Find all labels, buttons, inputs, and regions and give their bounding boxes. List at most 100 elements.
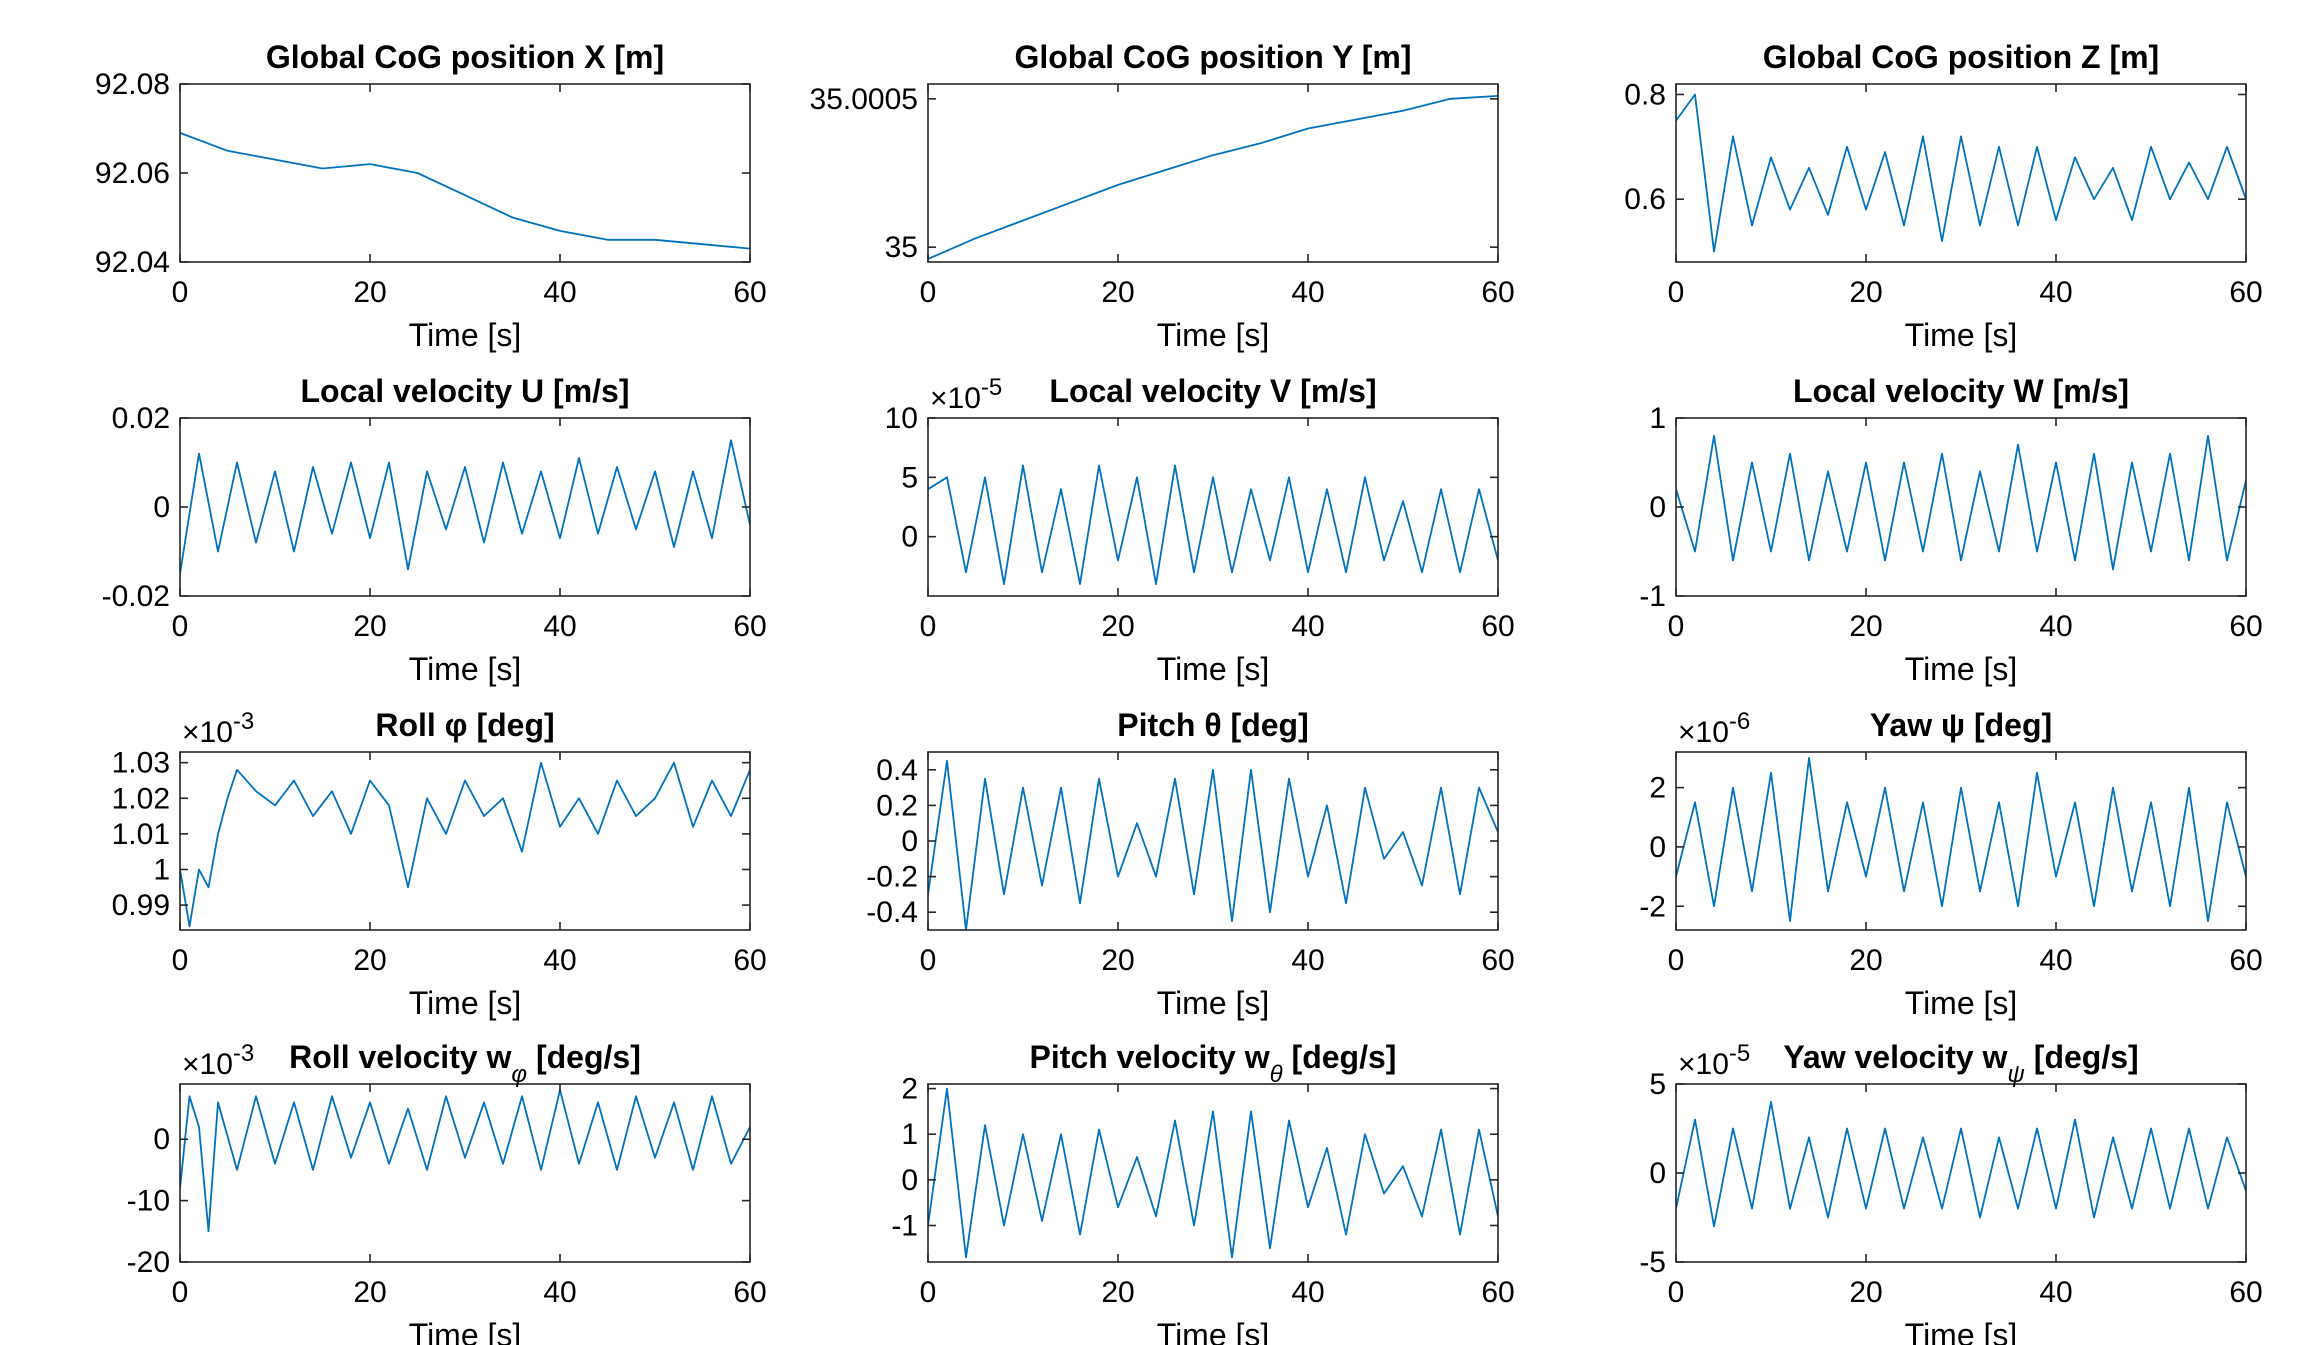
x-tick-label: 0 (172, 276, 189, 309)
chart-title: Roll φ [deg] (375, 707, 554, 743)
x-tick-label: 60 (2229, 610, 2262, 643)
chart-title: Global CoG position Y [m] (1014, 39, 1411, 75)
y-tick-label: 0 (1649, 1157, 1666, 1190)
y-tick-label: 1 (901, 1118, 918, 1151)
chart-title: Yaw velocity wψ [deg/s] (1783, 1039, 2138, 1088)
x-axis-label: Time [s] (1905, 1317, 2018, 1345)
x-axis-label: Time [s] (409, 651, 522, 687)
series-line (928, 95, 1498, 260)
y-tick-label: 1.03 (112, 747, 170, 780)
x-tick-label: 60 (733, 276, 766, 309)
x-tick-label: 60 (1481, 610, 1514, 643)
x-axis-label: Time [s] (409, 1317, 522, 1345)
x-tick-label: 20 (1101, 276, 1134, 309)
y-tick-label: 0 (901, 1164, 918, 1197)
series-line (928, 1087, 1498, 1259)
x-tick-label: 40 (543, 610, 576, 643)
y-tick-label: 0 (1649, 491, 1666, 524)
chart-title: Local velocity V [m/s] (1049, 373, 1376, 409)
chart-panel-11: 0 20 40 60 -1 0 1 2 Time [s] Pitch velocity wθ [d… (891, 1039, 1514, 1345)
plot-area (927, 83, 1499, 263)
x-tick-label: 40 (2039, 944, 2072, 977)
chart-title: Pitch velocity wθ [deg/s] (1030, 1039, 1397, 1088)
chart-title: Local velocity U [m/s] (301, 373, 630, 409)
x-axis-label: Time [s] (409, 317, 522, 353)
y-tick-label: 0.99 (112, 889, 170, 922)
y-tick-label: -0.2 (866, 861, 918, 894)
chart-title: Local velocity W [m/s] (1793, 373, 2129, 409)
axis-multiplier: ×10-6 (1678, 708, 1750, 750)
x-axis-label: Time [s] (409, 985, 522, 1021)
series-line (1676, 757, 2246, 922)
x-tick-label: 20 (1849, 276, 1882, 309)
x-tick-label: 20 (353, 610, 386, 643)
x-tick-label: 0 (1668, 610, 1685, 643)
y-tick-label: 0 (153, 491, 170, 524)
y-tick-label: 0.4 (876, 754, 918, 787)
x-axis-label: Time [s] (1905, 317, 2018, 353)
plot-area (927, 417, 1499, 597)
chart-title: Yaw ψ [deg] (1870, 707, 2052, 743)
y-tick-label: 92.06 (95, 157, 170, 190)
x-tick-label: 0 (172, 610, 189, 643)
y-tick-label: 35.0005 (810, 83, 918, 116)
y-tick-label: 1.01 (112, 818, 170, 851)
y-tick-label: 5 (1649, 1068, 1666, 1101)
plot-area (1675, 83, 2247, 263)
y-tick-label: 0.2 (876, 789, 918, 822)
x-tick-label: 60 (1481, 1276, 1514, 1309)
x-axis-label: Time [s] (1905, 651, 2018, 687)
axis-multiplier: ×10-3 (182, 708, 254, 750)
series-line (180, 439, 750, 574)
y-tick-label: 35 (885, 231, 918, 264)
x-tick-label: 40 (2039, 276, 2072, 309)
y-tick-label: 0 (1649, 831, 1666, 864)
y-tick-label: 5 (901, 461, 918, 494)
chart-panel-10: 0 20 40 60 -20 -10 0 Time [s] ×10-3 Roll velocity… (127, 1039, 767, 1345)
x-tick-label: 20 (1101, 1276, 1134, 1309)
chart-title: Roll velocity wφ [deg/s] (289, 1039, 641, 1088)
axis-multiplier: ×10-5 (1678, 1040, 1750, 1082)
x-tick-label: 0 (1668, 276, 1685, 309)
x-tick-label: 40 (2039, 1276, 2072, 1309)
x-tick-label: 20 (1849, 944, 1882, 977)
plot-area (1675, 751, 2247, 931)
x-tick-label: 20 (1101, 944, 1134, 977)
y-tick-label: 0.02 (112, 402, 170, 435)
plot-area (179, 83, 751, 263)
x-tick-label: 20 (353, 1276, 386, 1309)
chart-title: Global CoG position Z [m] (1763, 39, 2159, 75)
y-tick-label: 0.8 (1624, 78, 1666, 111)
x-tick-label: 0 (1668, 944, 1685, 977)
x-tick-label: 60 (733, 944, 766, 977)
x-tick-label: 20 (1849, 1276, 1882, 1309)
x-tick-label: 20 (1849, 610, 1882, 643)
y-tick-label: 1 (1649, 402, 1666, 435)
chart-panel-1: 0 20 40 60 92.04 92.06 92.08 Time [s] Global CoG… (95, 39, 767, 353)
y-tick-label: 0 (901, 825, 918, 858)
axis-multiplier: ×10-3 (182, 1040, 254, 1082)
y-tick-label: -20 (127, 1246, 170, 1279)
x-tick-label: 20 (353, 276, 386, 309)
series-line (180, 761, 750, 928)
plot-area (1675, 1083, 2247, 1263)
series-line (928, 760, 1498, 930)
x-tick-label: 40 (2039, 610, 2072, 643)
y-tick-label: -5 (1639, 1246, 1666, 1279)
y-tick-label: 1.02 (112, 782, 170, 815)
x-tick-label: 0 (920, 610, 937, 643)
y-tick-label: 10 (885, 402, 918, 435)
chart-panel-3: 0 20 40 60 0.6 0.8 Time [s] Global CoG position… (1624, 39, 2262, 353)
y-tick-label: 2 (901, 1073, 918, 1106)
x-tick-label: 40 (1291, 276, 1324, 309)
x-tick-label: 60 (1481, 276, 1514, 309)
y-tick-label: -1 (891, 1209, 918, 1242)
series-line (1676, 93, 2246, 253)
series-line (1676, 434, 2246, 571)
chart-panel-5: 0 20 40 60 0 5 10 Time [s] ×10-5 Local velocity V… (885, 373, 1515, 687)
y-tick-label: 92.08 (95, 68, 170, 101)
